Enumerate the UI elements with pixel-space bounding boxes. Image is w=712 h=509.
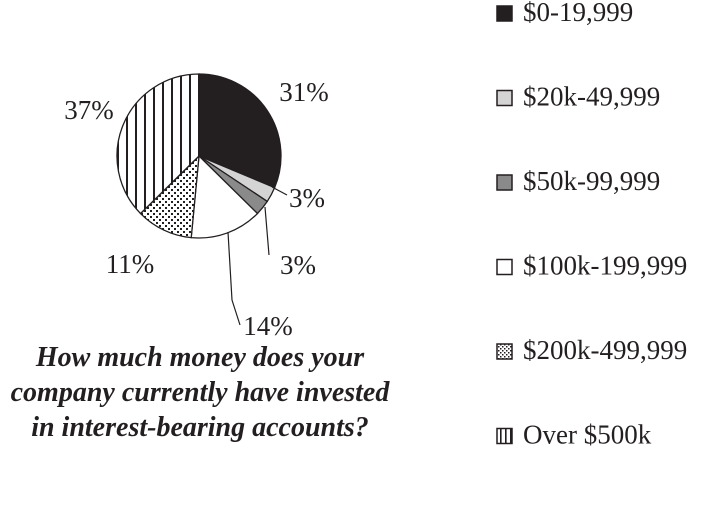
leader-line-100k-199999 (227, 231, 241, 326)
legend-label-over-500k: Over $500k (523, 420, 652, 450)
legend-label-0-19999: $0-19,999 (523, 0, 633, 27)
leader-line-20k-49999 (271, 186, 288, 196)
percent-label-20k-49999: 3% (289, 183, 325, 213)
percent-label-50k-99999: 3% (280, 250, 316, 280)
legend-swatch-200k-499999 (496, 343, 513, 360)
percent-label-over-500k: 37% (64, 95, 114, 125)
legend-label-200k-499999: $200k-499,999 (523, 335, 687, 365)
percent-label-100k-199999: 14% (243, 311, 293, 341)
percent-labels: 31% 3% 3% 14% 11% 37% (64, 77, 329, 341)
legend-swatch-20k-49999 (496, 89, 513, 107)
legend-label-100k-199999: $100k-199,999 (523, 251, 687, 281)
legend-swatch-over-500k (496, 427, 513, 445)
leader-lines (227, 186, 288, 326)
legend-label-20k-49999: $20k-49,999 (523, 82, 660, 112)
percent-label-200k-499999: 11% (106, 249, 155, 279)
legend: $0-19,999 $20k-49,999 $50k-99,999 $100k-199… (496, 0, 687, 450)
pie-slice-0-19999 (198, 73, 282, 189)
pie-slice-100k-199999 (190, 154, 259, 239)
pie-slices (116, 73, 282, 239)
legend-swatch-0-19999 (496, 5, 513, 22)
chart-title: How much money does your company current… (10, 342, 390, 443)
percent-label-0-19999: 31% (279, 77, 329, 107)
leader-line-50k-99999 (264, 206, 270, 256)
legend-label-50k-99999: $50k-99,999 (523, 166, 660, 196)
legend-swatch-100k-199999 (496, 258, 513, 276)
legend-swatch-50k-99999 (496, 174, 513, 191)
pie-slice-over-500k (116, 73, 200, 215)
